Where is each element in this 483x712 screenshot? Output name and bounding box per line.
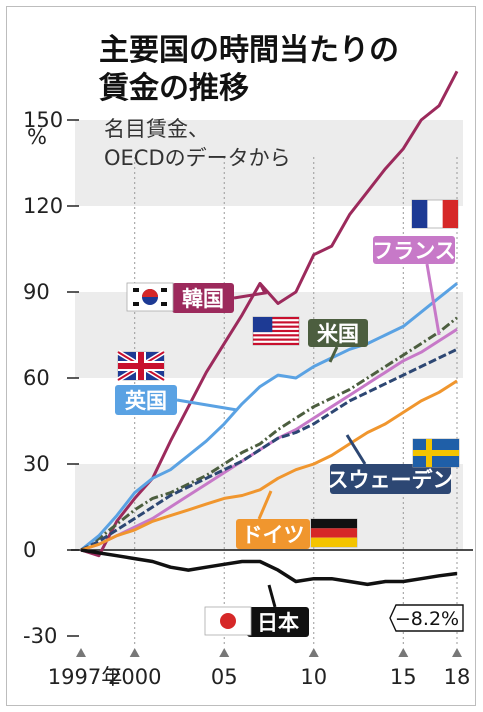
series-label-5: ドイツ xyxy=(236,490,310,549)
series-label-text-4: スウェーデン xyxy=(328,468,454,492)
series-leader-2 xyxy=(328,346,339,363)
series-label-box-4 xyxy=(330,464,451,494)
y-tick-label-2: 90 xyxy=(23,280,50,304)
x-tick-label-1: 2000 xyxy=(108,665,161,689)
x-tick-mark-1 xyxy=(129,648,140,657)
series-label-box-0 xyxy=(172,283,234,313)
japan-end-annotation: −8.2% xyxy=(389,604,464,632)
flag-part xyxy=(161,302,167,306)
flag-us-icon xyxy=(252,316,300,346)
series-label-box-3 xyxy=(115,385,177,415)
x-tick-mark-2 xyxy=(219,648,230,657)
flag-part xyxy=(220,613,236,629)
flag-part xyxy=(412,200,428,228)
chart-title-line1: 主要国の時間当たりの xyxy=(99,33,399,68)
flag-part xyxy=(253,329,299,333)
y-axis-unit: % xyxy=(27,125,47,149)
x-tick-mark-4 xyxy=(398,648,409,657)
x-tick-label-5: 18 xyxy=(444,665,471,689)
chart-frame: 150 120 90 60 30 0 -30 主要国の時間当たりの 賃金の推移 名目賃金、 … xyxy=(6,6,476,706)
series-label-text-3: 英国 xyxy=(125,389,167,413)
flag-part xyxy=(133,302,139,306)
series-label-4: スウェーデン xyxy=(328,434,454,494)
series-leader-0 xyxy=(233,282,268,300)
grid-band-0 xyxy=(75,120,463,206)
flag-part xyxy=(253,317,299,320)
flag-part xyxy=(142,289,158,297)
series-label-1: フランス xyxy=(372,236,456,336)
flag-part xyxy=(161,288,167,292)
flag-part xyxy=(311,519,357,529)
series-label-3: 英国 xyxy=(115,385,238,415)
y-tick-label-0: 150 xyxy=(23,108,63,132)
flag-part xyxy=(118,363,164,369)
chart-title-line2: 賃金の推移 xyxy=(98,71,249,106)
flag-part xyxy=(253,321,299,324)
flag-part xyxy=(253,317,273,333)
series-leader-6 xyxy=(267,584,277,608)
series-label-box-5 xyxy=(236,519,310,549)
x-tick-mark-3 xyxy=(308,648,319,657)
country-flags xyxy=(116,199,460,636)
series-label-box-2 xyxy=(308,319,368,347)
flag-part xyxy=(311,528,357,538)
y-tick-label-4: 30 xyxy=(23,452,50,476)
series-label-text-0: 韓国 xyxy=(182,287,224,311)
series-label-text-2: 米国 xyxy=(317,322,359,346)
series-label-text-6: 日本 xyxy=(257,611,299,635)
y-tick-label-3: 60 xyxy=(23,366,50,390)
x-tick-label-0: 1997年 xyxy=(48,665,122,689)
flag-part xyxy=(253,342,299,345)
series-label-text-5: ドイツ xyxy=(242,523,305,547)
flag-jp-icon xyxy=(204,606,252,636)
series-line-4 xyxy=(80,347,458,552)
chart-subtitle-line2: OECDのデータから xyxy=(104,146,291,170)
x-tick-mark-0 xyxy=(76,648,86,657)
x-tick-mark-5 xyxy=(452,648,462,657)
series-label-6: 日本 xyxy=(247,584,309,637)
series-line-0 xyxy=(80,70,459,558)
y-tick-label-1: 120 xyxy=(23,194,63,218)
series-label-0: 韓国 xyxy=(172,282,268,313)
series-label-2: 米国 xyxy=(308,319,368,363)
x-tick-label-3: 10 xyxy=(300,665,327,689)
flag-bg-0 xyxy=(126,282,174,312)
series-leader-1 xyxy=(425,263,441,336)
series-leader-5 xyxy=(257,490,273,520)
flag-part xyxy=(442,200,458,228)
series-leader-3 xyxy=(176,398,238,412)
flag-part xyxy=(253,334,299,337)
japan-end-value: −8.2% xyxy=(395,608,459,630)
flag-part xyxy=(413,450,459,456)
series-label-box-1 xyxy=(373,236,455,264)
flag-uk-icon xyxy=(116,349,166,383)
series-label-text-1: フランス xyxy=(372,239,456,263)
chart-subtitle-line1: 名目賃金、 xyxy=(104,117,209,141)
flag-part xyxy=(133,288,139,292)
y-tick-label-5: 0 xyxy=(23,538,36,562)
flag-part xyxy=(311,537,357,547)
flag-fr-icon xyxy=(411,199,459,229)
series-line-5 xyxy=(80,379,458,552)
x-tick-label-4: 15 xyxy=(390,665,417,689)
series-label-box-6 xyxy=(247,607,309,637)
y-tick-label-6: -30 xyxy=(23,624,57,648)
y-ticks: 150 120 90 60 30 0 -30 xyxy=(23,108,79,648)
flag-de-icon xyxy=(310,518,358,548)
flag-kr-icon xyxy=(126,282,174,312)
series-line-3 xyxy=(80,282,458,552)
flag-se-icon xyxy=(412,438,460,468)
series-lines xyxy=(80,70,459,587)
flag-part xyxy=(253,338,299,341)
series-line-6 xyxy=(80,548,458,587)
series-leader-4 xyxy=(345,434,367,465)
x-tick-label-2: 05 xyxy=(211,665,238,689)
flag-part xyxy=(253,325,299,328)
